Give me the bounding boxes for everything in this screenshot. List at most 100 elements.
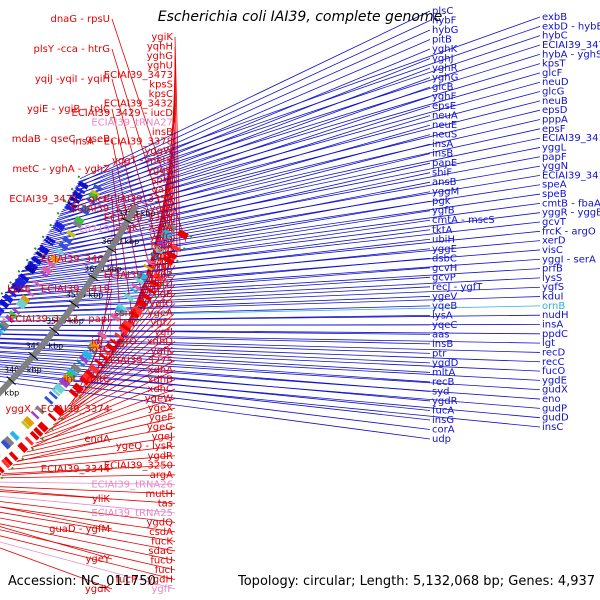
feature-box [156, 239, 168, 249]
scale-tick [6, 376, 16, 386]
inner-left-gene-label: ygiK [151, 32, 173, 43]
inner-left-gene-label: xdhB [148, 375, 174, 386]
inner-left-gene-label: ECIAI39_3275 [104, 356, 173, 367]
inner-left-gene-label: mutH [145, 489, 173, 500]
feature-box [118, 325, 129, 335]
far-right-gene-label: ornB [542, 301, 565, 312]
inner-left-gene-label: yggT - metK [112, 156, 174, 167]
inner-left-gene-label: kpsC [149, 89, 173, 100]
leader-line [70, 44, 541, 197]
feature-box [69, 196, 81, 205]
feature-box [136, 298, 148, 309]
leader-line [15, 219, 431, 280]
feature-box [145, 286, 156, 295]
outer-left-gene-label: guaD - ygfM [49, 524, 110, 535]
leader-line [11, 230, 541, 285]
leader-line [54, 100, 541, 224]
feature-box [24, 436, 34, 446]
feature-box [30, 410, 40, 420]
leader-line [14, 221, 541, 281]
leader-line [0, 359, 541, 400]
feature-box [35, 405, 45, 415]
inner-left-gene-label: ECIAI39_3432 [104, 99, 173, 110]
right-gene-label: glcB [432, 82, 454, 93]
inner-left-gene-label: kpsS [149, 80, 173, 91]
right-gene-label: ptr [432, 348, 447, 359]
far-right-gene-label: kduI [542, 292, 563, 303]
far-right-gene-label: insC [542, 422, 563, 433]
feature-box [37, 421, 49, 433]
feature-box [162, 255, 175, 265]
feature-box [145, 258, 157, 267]
feature-box [81, 349, 94, 361]
leader-line [65, 63, 541, 206]
leader-line [30, 408, 113, 449]
inner-left-gene-label: ssnA - ygeA [114, 308, 173, 319]
outer-left-gene-label: yggX - ECIAI39_3374 [5, 404, 110, 415]
leader-line [0, 333, 431, 345]
inner-left-gene-label: ygfG [149, 232, 173, 243]
feature-box [29, 430, 40, 441]
outer-left-gene-label: ECIAI39_3461 [41, 254, 110, 265]
feature-box [105, 342, 117, 353]
scale-tick [122, 217, 134, 225]
right-gene-label: dsbC [432, 253, 457, 264]
inner-left-gene-label: sdaC [148, 546, 173, 557]
far-right-gene-label: visC [542, 245, 563, 256]
right-gene-label: ygdR [432, 396, 458, 407]
feature-box [128, 286, 139, 294]
feature-box [32, 279, 42, 288]
leader-line [21, 200, 431, 272]
feature-box [165, 250, 177, 260]
outer-left-gene-label: insC [89, 344, 110, 355]
leader-line [0, 355, 541, 391]
right-gene-label: fucA [432, 405, 454, 416]
feature-box [119, 323, 131, 334]
leader-line [0, 541, 176, 590]
inner-left-gene-label: fldB [153, 289, 173, 300]
feature-box [18, 273, 30, 283]
feature-box [7, 288, 18, 298]
feature-box [1, 458, 11, 469]
feature-box [23, 415, 35, 428]
feature-box [72, 220, 82, 229]
inner-left-gene-label: ygfF [151, 584, 173, 595]
inner-left-gene-label: ygfU [150, 279, 173, 290]
inner-left-gene-label: ygdR [147, 451, 173, 462]
far-right-gene-label: lysS [542, 273, 562, 284]
feature-box [78, 354, 89, 364]
feature-box [93, 184, 103, 192]
leader-line [0, 305, 541, 318]
far-right-gene-label: yggN [542, 161, 568, 172]
right-gene-label: aas [432, 329, 449, 340]
forward-cds-ring [0, 229, 189, 476]
feature-box [75, 359, 86, 368]
feature-box [114, 305, 126, 316]
leader-line [59, 81, 541, 215]
inner-left-gene-label: ECIAI39_3302 [104, 270, 173, 281]
leader-line [1, 468, 113, 476]
right-gene-label: gcvP [432, 272, 456, 283]
inner-left-gene-label: galP [152, 184, 173, 195]
feature-box [4, 314, 15, 324]
leader-line [0, 324, 541, 326]
right-gene-label: yqeC [432, 320, 457, 331]
feature-box [17, 298, 28, 308]
leader-line [4, 249, 541, 294]
leader-line [0, 376, 431, 430]
genome-backbone [0, 204, 139, 397]
right-gene-label: epsE [432, 101, 456, 112]
inner-left-gene-label: fucP - ygdH [116, 574, 174, 585]
leader-line [75, 25, 541, 187]
leader-line [69, 48, 431, 199]
right-gene-label: hybF [432, 16, 457, 27]
leader-line [31, 407, 176, 448]
accession-label: Accession: NC_011750 [8, 574, 156, 589]
feature-box [152, 244, 165, 255]
far-right-gene-label: hybC [542, 31, 568, 42]
feature-box [0, 334, 2, 338]
feature-box [0, 319, 10, 330]
leader-line [0, 486, 176, 495]
inner-left-gene-label: yghU [147, 61, 173, 72]
right-gene-label: neuS [432, 130, 457, 141]
